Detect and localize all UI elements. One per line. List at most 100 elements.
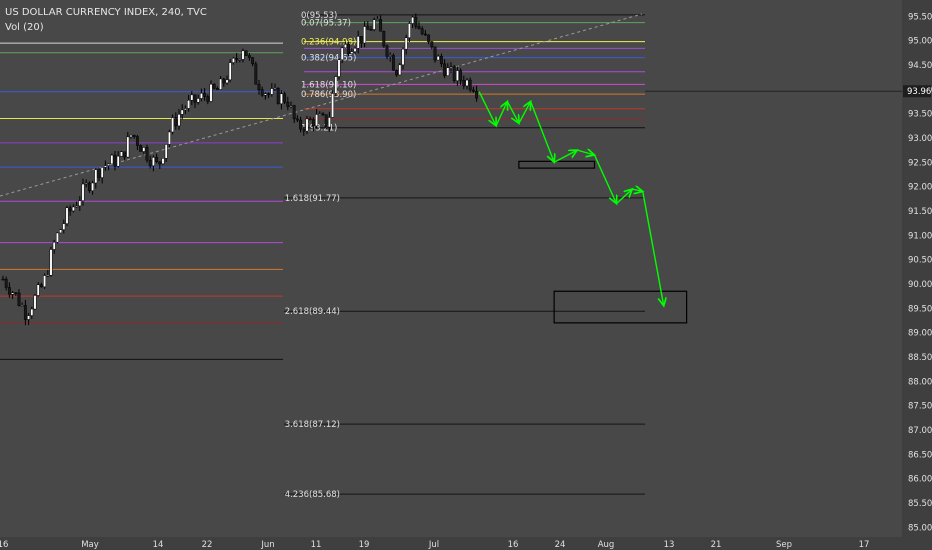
candle-body [347,44,351,54]
price-tick-label: 85.00 [908,523,932,533]
candle-body [366,26,370,30]
last-price-badge [903,85,931,98]
fib-right-label-4: 0.382(94.65) [301,54,356,64]
candle-body [116,155,120,167]
candle-body [46,275,50,277]
candle-body [1,278,5,281]
candle-body [468,79,472,91]
candle-body [286,101,290,107]
candle-body [308,118,312,121]
time-tick-label: 16 [0,540,8,550]
candle-body [145,147,149,161]
projection-arrow-0 [478,91,496,126]
projection-arrow-2 [506,101,519,123]
candle-body [369,29,373,31]
candle-body [315,114,319,127]
candles [1,13,479,326]
price-tick-label: 89.50 [908,304,932,314]
candle-body [382,30,386,47]
candle-body [139,145,143,152]
candle-body [363,26,367,44]
candle-body [55,232,59,243]
volume-indicator-label[interactable]: Vol (20) [5,22,44,33]
candle-body [407,23,411,38]
time-tick-label: Jun [260,540,274,550]
candle-body [30,308,34,316]
fib-extension-label-0: 1.618(91.77) [285,194,340,204]
candle-body [398,64,402,76]
candle-body [180,109,184,115]
price-tick-label: 91.00 [908,231,932,241]
candle-body [276,88,280,105]
candle-body [423,33,427,36]
candle-body [401,48,405,66]
price-tick-label: 92.00 [908,183,932,193]
candle-body [158,161,162,165]
candle-body [212,83,216,89]
candle-body [356,36,360,49]
time-tick-label: 22 [202,540,213,550]
candle-body [126,136,130,158]
candle-body [151,157,155,167]
candle-body [129,134,133,138]
candle-body [17,292,21,306]
candle-body [343,44,347,49]
candle-body [235,57,239,60]
candle-body [110,154,114,165]
price-tick-label: 88.50 [908,353,932,363]
candle-body [455,70,459,81]
candle-body [155,157,159,162]
candle-body [97,169,101,178]
candle-body [273,88,277,90]
candle-body [209,83,213,102]
candle-body [107,163,111,166]
candle-body [36,284,40,296]
fib-right-label-6: 1.618(94.10) [301,80,356,90]
candle-body [465,79,469,87]
candle-body [452,66,456,81]
candle-body [318,113,322,116]
candle-body [327,117,331,128]
candle-body [305,118,309,132]
candle-body [247,55,251,58]
candle-body [359,36,363,44]
candle-body [231,57,235,63]
projection-arrow-5 [553,150,577,163]
candle-body [254,63,258,85]
candle-body [193,94,197,103]
candle-body [475,91,479,99]
candle-body [388,55,392,57]
candle-body [260,89,264,96]
candle-body [119,151,123,157]
projection-arrow-1 [495,101,507,127]
candle-body [14,292,18,294]
candle-body [100,167,104,178]
price-tick-label: 93.50 [908,110,932,120]
candle-body [353,48,357,52]
candle-body [113,154,117,167]
fib-right-label-2: 0.236(94.98) [301,38,356,48]
projection-arrow-7 [593,154,617,204]
time-tick-label: Sep [776,540,792,550]
candle-body [372,19,376,30]
candle-body [430,41,434,48]
candle-body [263,93,267,96]
price-tick-label: 88.00 [908,377,932,387]
candle-body [171,117,175,133]
price-tick-label: 93.00 [908,134,932,144]
candle-body [270,88,274,95]
candle-body [187,99,191,109]
candle-body [414,16,418,27]
projection-arrow-9 [632,189,643,191]
candle-body [379,19,383,32]
candle-body [75,205,79,208]
time-tick-label: 17 [859,540,870,550]
candle-body [39,284,43,288]
fib-right-label-7: 0.786(93.90) [301,90,356,100]
price-tick-label: 86.00 [908,475,932,485]
plot-background [0,0,902,537]
candle-body [257,84,261,90]
candle-body [279,93,283,105]
